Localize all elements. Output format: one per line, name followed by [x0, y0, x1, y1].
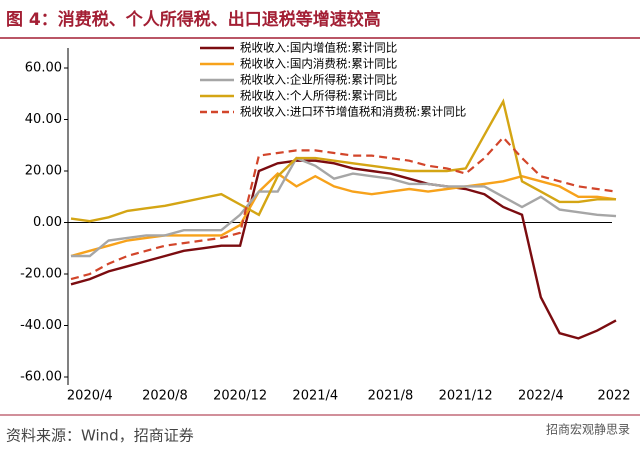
- y-tick-label: -60.00: [20, 370, 62, 385]
- x-tick-label: 2020/8: [142, 389, 188, 404]
- legend-label: 税收收入:国内增值税:累计同比: [240, 41, 397, 55]
- chart-title: 图 4：消费税、个人所得税、出口退税等增速较高: [6, 9, 381, 30]
- x-tick-label: 2020/12: [213, 389, 267, 404]
- legend-label: 税收收入:进口环节增值税和消费税:累计同比: [240, 105, 466, 119]
- series-line: [71, 156, 617, 258]
- watermark: 招商宏观静思录: [546, 422, 630, 437]
- series-line: [70, 135, 617, 281]
- y-tick-label: -40.00: [20, 318, 62, 333]
- y-tick-label: 20.00: [25, 164, 62, 179]
- y-tick-label: -20.00: [20, 267, 62, 282]
- y-tick-label: 60.00: [25, 61, 62, 76]
- source: 资料来源：Wind，招商证券: [6, 427, 194, 445]
- y-tick-label: 0.00: [33, 215, 62, 230]
- legend-label: 税收收入:国内消费税:累计同比: [240, 57, 397, 71]
- x-tick-label: 2021/4: [292, 389, 338, 404]
- x-tick-label: 2022: [597, 389, 630, 404]
- x-tick-label: 2020/4: [67, 389, 113, 404]
- series-line: [70, 159, 617, 340]
- series-line: [70, 172, 617, 258]
- legend-label: 税收收入:个人所得税:累计同比: [240, 89, 397, 103]
- series-line: [70, 98, 616, 223]
- x-tick-label: 2021/8: [368, 389, 414, 404]
- x-tick-label: 2021/12: [439, 389, 493, 404]
- y-tick-label: 40.00: [25, 112, 62, 127]
- x-tick-label: 2022/4: [518, 389, 564, 404]
- legend-label: 税收收入:企业所得税:累计同比: [240, 73, 397, 87]
